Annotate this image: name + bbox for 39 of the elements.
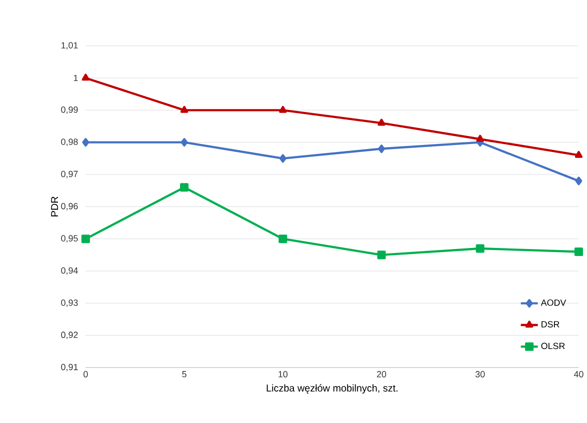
y-tick-label: 0,97 — [61, 170, 78, 178]
y-tick-label: 0,95 — [61, 235, 78, 242]
y-tick-label: 1,01 — [61, 42, 78, 50]
point — [82, 74, 90, 81]
y-tick-label: 0,94 — [61, 267, 78, 275]
point — [574, 150, 583, 158]
point — [575, 176, 582, 186]
point — [378, 144, 385, 153]
legend-label: AODV — [540, 299, 566, 306]
point — [574, 247, 583, 256]
point — [279, 106, 287, 113]
legend-label: OLSR — [541, 342, 565, 349]
y-tick-label: 0,91 — [61, 364, 78, 372]
y-tick-label: 0,93 — [61, 299, 78, 307]
point — [476, 134, 484, 142]
point — [377, 250, 386, 260]
x-tick-label: 20 — [376, 370, 386, 378]
x-axis-title: Liczba węzłów mobilnych, szt. — [266, 384, 398, 394]
point — [378, 118, 386, 126]
y-tick-label: 0,96 — [61, 202, 78, 210]
x-tick-label: 30 — [475, 370, 485, 378]
point — [180, 138, 188, 146]
point — [180, 106, 188, 113]
y-tick-label: 0,92 — [61, 332, 78, 339]
point — [278, 234, 288, 243]
x-tick-label: 40 — [574, 370, 584, 378]
point — [180, 182, 189, 192]
y-tick-label: 0,99 — [61, 106, 78, 114]
point — [81, 234, 90, 243]
point — [476, 244, 484, 253]
legend-label: DSR — [542, 320, 560, 328]
y-tick-label: 0,98 — [61, 138, 78, 146]
x-tick-label: 0 — [84, 370, 88, 378]
y-axis-title: PDR — [51, 196, 58, 216]
y-tick-label: 1 — [74, 74, 78, 81]
point — [279, 154, 286, 163]
point — [82, 138, 90, 146]
x-tick-label: 10 — [278, 370, 288, 378]
x-tick-label: 5 — [182, 370, 186, 378]
